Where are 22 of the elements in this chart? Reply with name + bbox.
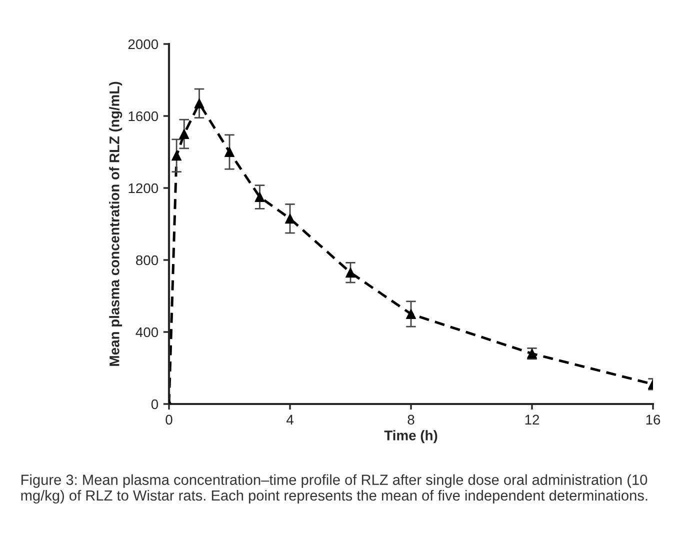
point	[194, 98, 204, 108]
caption: Figure 3: Mean plasma concentration–time profile of RLZ after single dose oral administration (10 mg/kg) of RLZ to Wistar rats. Each point represents the mean of five independent determinations.	[21, 474, 648, 504]
point	[172, 150, 182, 161]
point	[179, 128, 190, 140]
x-tick-label: 8	[408, 414, 414, 425]
y-tick-label: 1600	[128, 111, 158, 122]
y-tick-label: 1200	[128, 183, 158, 194]
x-axis-title: Time (h)	[384, 430, 438, 444]
x-tick-label: 16	[646, 414, 660, 425]
point	[284, 214, 296, 224]
x-tick-label: 4	[286, 414, 294, 424]
y-tick-label: 400	[136, 327, 158, 338]
y-tick-label: 0	[151, 399, 158, 410]
y-axis-title: Mean plasma concentration of RLZ (ng/mL)	[109, 82, 122, 366]
y-tick-label: 2000	[128, 39, 158, 50]
y-tick-label: 800	[136, 255, 158, 266]
point	[224, 146, 235, 158]
point	[406, 308, 416, 320]
x-tick-label: 0	[166, 414, 172, 425]
x-tick-label: 12	[525, 414, 540, 424]
point	[345, 268, 356, 278]
point	[254, 192, 265, 202]
